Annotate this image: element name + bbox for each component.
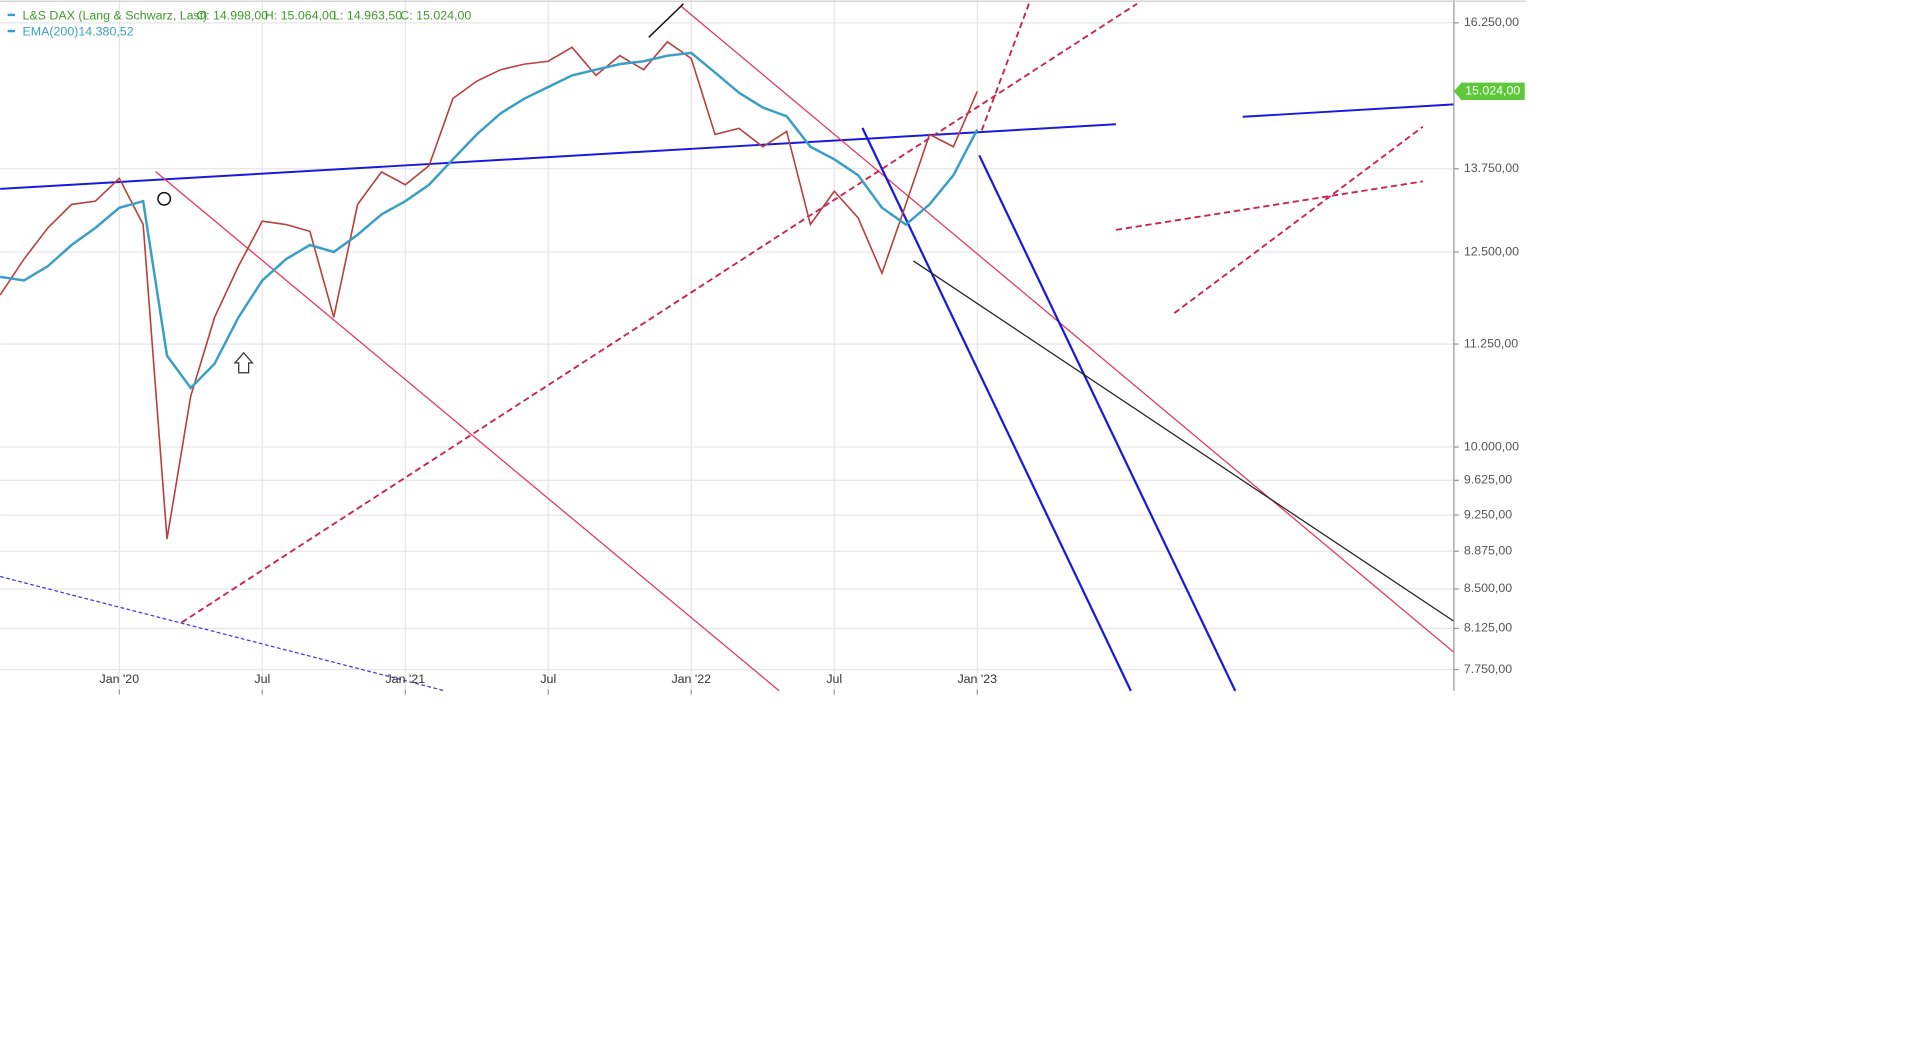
y-tick-label: 8.125,00: [1464, 621, 1512, 635]
y-tick-label: 11.250,00: [1464, 336, 1518, 350]
last-price-box: [1453, 82, 1525, 101]
y-tick-label: 8.875,00: [1464, 544, 1512, 558]
trendline: [1115, 180, 1423, 231]
ohlc-close: C: 15.024,00: [400, 8, 471, 22]
last-price-label: 15.024,00: [1465, 84, 1520, 98]
series-line: [0, 40, 979, 540]
legend-swatch: [7, 13, 16, 17]
y-tick-label: 12.500,00: [1464, 244, 1519, 258]
legend-swatch: [7, 29, 16, 33]
arrow-icon: [233, 351, 254, 374]
x-tick-label: Jan '23: [957, 672, 997, 686]
x-tick-label: Jan '21: [385, 672, 425, 686]
ohlc-low: L: 14.963,50: [333, 8, 402, 22]
x-tick-label: Jul: [826, 672, 842, 686]
series-line: [0, 51, 979, 390]
x-tick-label: Jul: [254, 672, 270, 686]
y-tick-label: 9.625,00: [1464, 473, 1512, 487]
x-tick-label: Jul: [540, 672, 556, 686]
trendline: [680, 5, 1455, 653]
x-tick-label: Jan '20: [99, 672, 139, 686]
trendline: [155, 170, 780, 692]
marker-circle: [157, 191, 172, 206]
instrument-name: L&S DAX (Lang & Schwarz, Last): [23, 8, 208, 22]
y-tick-label: 8.500,00: [1464, 581, 1512, 595]
trendline: [181, 2, 1138, 624]
ohlc-high: H: 15.064,00: [265, 8, 336, 22]
trendline: [0, 575, 446, 692]
trendline: [980, 3, 1030, 131]
y-tick-label: 13.750,00: [1464, 161, 1519, 175]
ohlc-open: O: 14.998,00: [196, 8, 268, 22]
trendline: [1242, 103, 1454, 118]
trendlines: [0, 2, 1455, 692]
y-tick-label: 16.250,00: [1464, 15, 1519, 29]
y-tick-label: 10.000,00: [1464, 439, 1519, 453]
y-tick-label: 9.250,00: [1464, 507, 1512, 521]
trendline: [978, 154, 1237, 692]
indicator-value: 14.380,52: [78, 25, 133, 39]
trendline: [1173, 125, 1424, 314]
x-tick-label: Jan '22: [671, 672, 711, 686]
trendline: [913, 260, 1455, 622]
indicator-name: EMA(200): [23, 25, 79, 39]
y-tick-label: 7.750,00: [1464, 662, 1512, 676]
trendline: [648, 3, 685, 38]
